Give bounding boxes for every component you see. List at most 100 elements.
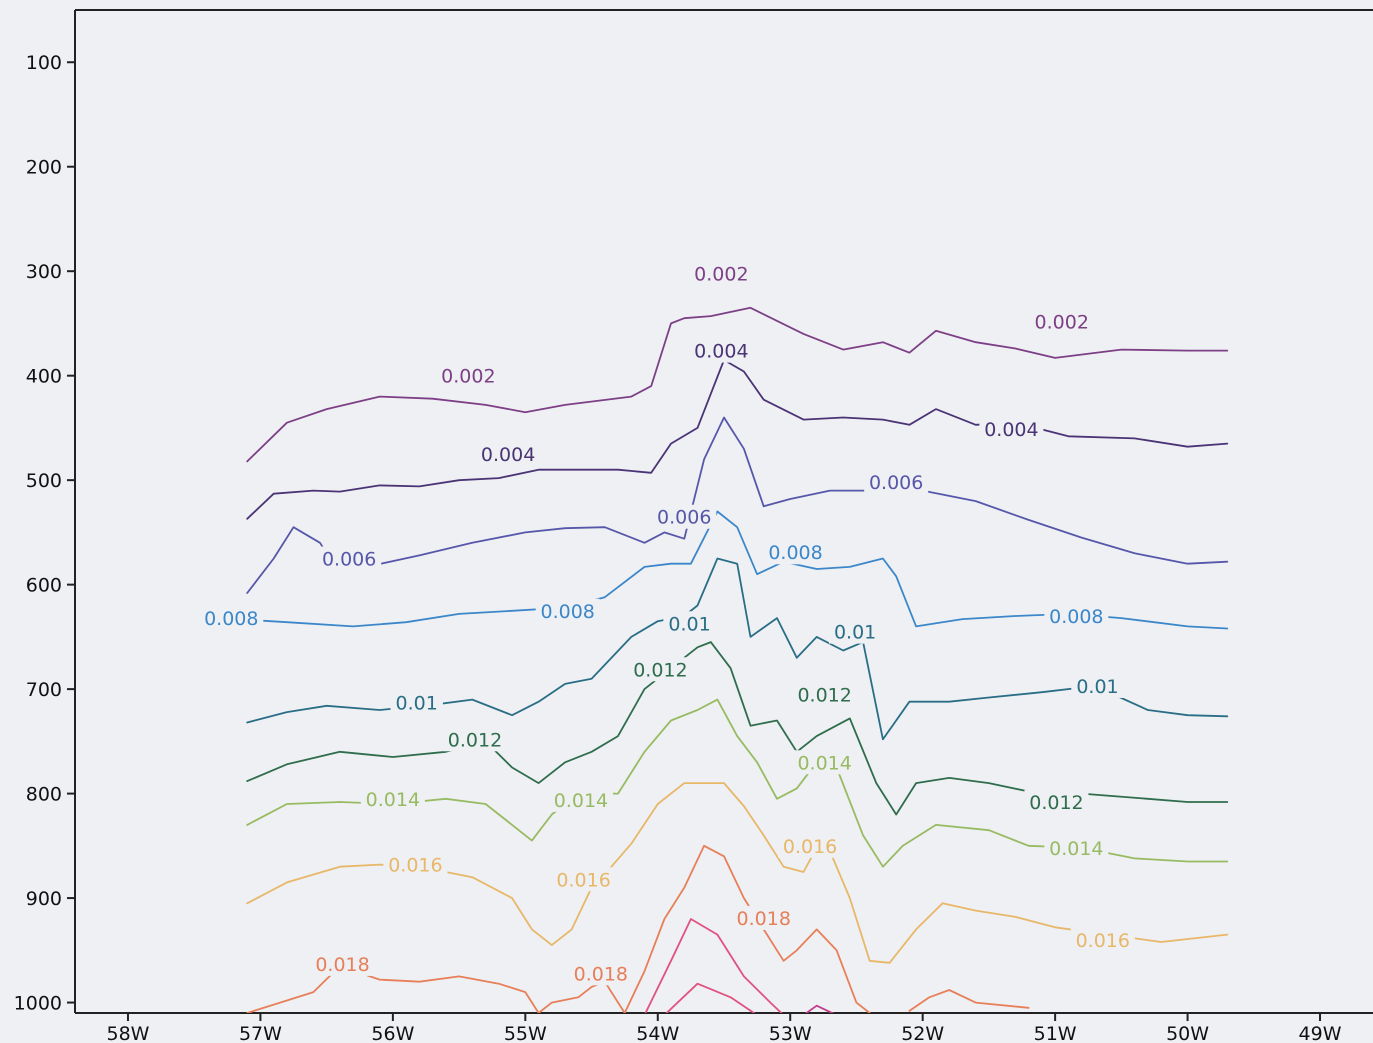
contour-line-12 (804, 1004, 835, 1013)
contour-label-6-3: 0.014 (1044, 835, 1109, 860)
x-tick-label-5: 53W (769, 1023, 812, 1043)
contour-label-6-2: 0.014 (792, 750, 857, 775)
contour-line-7 (246, 782, 1229, 964)
contour-label-1-2: 0.004 (979, 416, 1044, 441)
x-tick-label-0: 58W (106, 1023, 149, 1043)
svg-text:0.006: 0.006 (657, 507, 711, 529)
svg-text:0.018: 0.018 (315, 954, 369, 976)
x-tick-label-7: 51W (1034, 1023, 1077, 1043)
x-tick-label-8: 50W (1166, 1023, 1209, 1043)
svg-text:0.014: 0.014 (366, 789, 420, 811)
svg-text:0.01: 0.01 (1076, 676, 1118, 698)
svg-text:0.01: 0.01 (668, 613, 710, 635)
x-tick-label-6: 52W (901, 1023, 944, 1043)
contour-label-0-0: 0.002 (436, 363, 501, 388)
contour-line-3 (219, 510, 1229, 630)
contour-label-7-3: 0.016 (1070, 927, 1135, 952)
y-tick-label-0: 100 (26, 52, 62, 74)
y-tick-label-4: 500 (26, 470, 62, 492)
y-tick-label-6: 700 (26, 679, 62, 701)
plot-frame (74, 9, 1373, 1014)
contour-label-4-1: 0.01 (663, 611, 716, 636)
svg-text:0.008: 0.008 (541, 601, 595, 623)
y-tick-label-1: 200 (26, 157, 62, 179)
x-tick-label-4: 54W (636, 1023, 679, 1043)
contour-lines (219, 306, 1229, 1013)
contour-labels: 0.002 0.002 0.002 0.004 0.004 0.004 0.006 0.006… (199, 261, 1135, 986)
contour-label-8-1: 0.018 (568, 961, 633, 986)
contour-label-3-0: 0.008 (199, 606, 264, 631)
svg-text:0.008: 0.008 (204, 608, 258, 630)
contour-label-2-1: 0.006 (652, 504, 717, 529)
svg-text:0.016: 0.016 (556, 869, 610, 891)
svg-text:0.014: 0.014 (1049, 838, 1103, 860)
contour-line-4 (246, 557, 1229, 741)
y-tick-label-3: 400 (26, 366, 62, 388)
contour-label-5-1: 0.012 (628, 657, 693, 682)
svg-text:0.012: 0.012 (1029, 792, 1083, 814)
contour-label-2-0: 0.006 (317, 546, 382, 571)
contour-label-4-3: 0.01 (1071, 673, 1124, 698)
svg-text:0.01: 0.01 (396, 693, 438, 715)
y-tick-label-2: 300 (26, 261, 62, 283)
svg-text:0.014: 0.014 (797, 752, 851, 774)
y-tick-label-9: 1000 (14, 993, 62, 1015)
svg-text:0.018: 0.018 (737, 908, 791, 930)
y-tick-label-5: 600 (26, 575, 62, 597)
svg-text:0.004: 0.004 (984, 419, 1038, 441)
svg-text:0.012: 0.012 (633, 659, 687, 681)
contour-label-0-1: 0.002 (689, 261, 754, 286)
contour-label-1-1: 0.004 (689, 338, 754, 363)
contour-label-7-1: 0.016 (551, 867, 616, 892)
contour-line-8 (246, 844, 871, 1013)
contour-label-6-0: 0.014 (360, 786, 425, 811)
svg-text:0.002: 0.002 (1035, 311, 1089, 333)
x-axis: 58W 57W 56W 55W 54W 53W 52W 51W 50W 49W (106, 1013, 1342, 1043)
x-tick-label-2: 56W (371, 1023, 414, 1043)
svg-text:0.002: 0.002 (441, 366, 495, 388)
svg-text:0.016: 0.016 (388, 855, 442, 877)
y-tick-label-8: 900 (26, 888, 62, 910)
contour-label-3-1: 0.008 (535, 598, 600, 623)
contour-label-8-0: 0.018 (310, 951, 375, 976)
y-tick-label-7: 800 (26, 784, 62, 806)
svg-text:0.01: 0.01 (834, 622, 876, 644)
contour-label-8-2: 0.018 (731, 905, 796, 930)
contour-line-6 (246, 698, 1229, 868)
svg-text:0.002: 0.002 (694, 263, 748, 285)
contour-label-4-0: 0.01 (390, 690, 443, 715)
svg-text:0.008: 0.008 (768, 542, 822, 564)
svg-text:0.018: 0.018 (574, 963, 628, 985)
contour-label-7-2: 0.016 (778, 833, 843, 858)
svg-text:0.004: 0.004 (694, 341, 748, 363)
contour-label-7-0: 0.016 (383, 852, 448, 877)
x-tick-label-3: 55W (504, 1023, 547, 1043)
contour-label-3-3: 0.008 (1044, 603, 1109, 628)
x-tick-label-9: 49W (1299, 1023, 1342, 1043)
y-axis: 100 200 300 400 500 600 700 800 900 1000 (14, 52, 75, 1015)
contour-line-10 (644, 918, 783, 1013)
contour-label-6-1: 0.014 (548, 787, 613, 812)
contour-label-3-2: 0.008 (763, 540, 828, 565)
svg-text:0.012: 0.012 (797, 684, 851, 706)
svg-text:0.012: 0.012 (448, 729, 502, 751)
contour-line-9 (908, 989, 1030, 1012)
contour-label-5-3: 0.012 (1024, 789, 1089, 814)
contour-line-0 (246, 306, 1229, 463)
contour-label-5-2: 0.012 (792, 682, 857, 707)
svg-text:0.004: 0.004 (481, 444, 535, 466)
svg-text:0.016: 0.016 (783, 836, 837, 858)
x-tick-label-1: 57W (239, 1023, 282, 1043)
svg-text:0.014: 0.014 (554, 790, 608, 812)
svg-text:0.006: 0.006 (869, 472, 923, 494)
contour-label-1-0: 0.004 (476, 442, 541, 467)
svg-text:0.016: 0.016 (1076, 930, 1130, 952)
contour-label-2-2: 0.006 (864, 470, 929, 495)
contour-line-11 (665, 982, 756, 1013)
svg-text:0.006: 0.006 (322, 549, 376, 571)
contour-label-5-0: 0.012 (442, 727, 507, 752)
contour-label-4-2: 0.01 (828, 619, 882, 644)
contour-label-0-2: 0.002 (1029, 309, 1094, 334)
svg-text:0.008: 0.008 (1049, 606, 1103, 628)
